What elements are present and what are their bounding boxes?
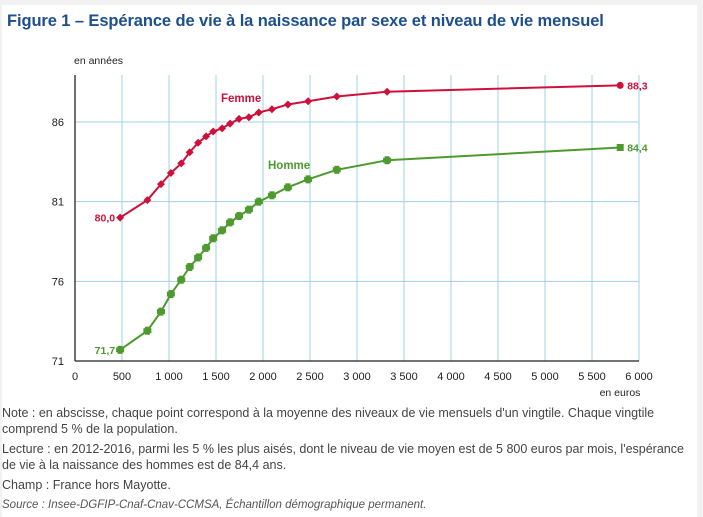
lecture-text: Lecture : en 2012-2016, parmi les 5 % le…: [2, 442, 684, 472]
data-point: [235, 114, 244, 123]
data-point: [616, 81, 624, 89]
data-point: [616, 143, 624, 151]
data-point: [194, 138, 203, 147]
last-value-label: 84,4: [627, 142, 648, 154]
data-point-cross: [256, 197, 262, 206]
x-tick-label: 4 500: [484, 371, 512, 383]
series-name-label: Femme: [221, 93, 261, 105]
data-point: [267, 105, 276, 114]
x-tick-label: 3 000: [343, 371, 371, 383]
data-point-cross: [384, 156, 390, 165]
data-point: [209, 127, 218, 136]
figure-title: Figure 1 – Espérance de vie à la naissan…: [7, 12, 604, 30]
data-point: [383, 87, 392, 96]
axes: 0 500 1 000 1 500 2 000 2 500 3 000 3 500 4 000 4…: [52, 55, 653, 399]
first-value-label: 80,0: [95, 213, 116, 225]
data-point-cross: [269, 191, 275, 200]
x-tick-label: 1 000: [155, 371, 183, 383]
champ-text: Champ : France hors Mayotte.: [2, 478, 171, 492]
x-tick-label: 6 000: [625, 371, 653, 383]
x-tick-label: 4 000: [437, 371, 465, 383]
grid: [75, 75, 640, 361]
data-point-cross: [236, 212, 242, 221]
data-point: [304, 97, 313, 106]
data-point-cross: [246, 205, 252, 214]
series-layer: [116, 81, 624, 354]
x-tick-label: 1 500: [202, 371, 230, 383]
series-name-label: Homme: [268, 160, 310, 172]
data-point-cross: [178, 275, 184, 284]
life-expectancy-chart: 0 500 1 000 1 500 2 000 2 500 3 000 3 500 4 000 4…: [52, 55, 653, 399]
y-axis-title: en années: [74, 55, 123, 67]
data-point-cross: [195, 253, 201, 262]
data-point: [185, 148, 194, 157]
x-tick-label: 5 500: [578, 371, 606, 383]
data-point: [116, 213, 125, 222]
data-point-cross: [117, 345, 123, 354]
data-point-cross: [334, 165, 340, 174]
x-tick-label: 5 000: [531, 371, 559, 383]
last-value-label: 88,3: [627, 80, 648, 92]
data-point-cross: [305, 175, 311, 184]
data-point: [283, 100, 292, 109]
data-point-cross: [285, 183, 291, 192]
data-point: [157, 180, 166, 189]
note-text: Note : en abscisse, chaque point corresp…: [2, 406, 655, 436]
data-point: [202, 132, 211, 141]
data-point: [226, 119, 235, 128]
data-point-cross: [203, 243, 209, 252]
data-point-cross: [227, 218, 233, 227]
y-tick-label: 71: [52, 356, 64, 368]
data-point-cross: [219, 226, 225, 235]
x-tick-label: 2 500: [296, 371, 324, 383]
x-tick-label: 2 000: [249, 371, 277, 383]
data-point: [332, 92, 341, 101]
data-point-cross: [187, 262, 193, 271]
data-point: [218, 124, 227, 133]
x-tick-label: 3 500: [390, 371, 418, 383]
figure-notes: Note : en abscisse, chaque point corresp…: [2, 405, 692, 517]
labels-layer: 80,0 88,3 Femme 71,7 84,4 Homme: [95, 80, 648, 356]
y-tick-label: 76: [52, 276, 64, 288]
data-point: [177, 159, 186, 168]
x-tick-label: 0: [72, 371, 78, 383]
data-point: [143, 196, 152, 205]
data-point-cross: [168, 290, 174, 299]
data-point-cross: [144, 326, 150, 335]
x-tick-label: 500: [113, 371, 131, 383]
y-tick-label: 81: [52, 197, 64, 209]
data-point-cross: [158, 307, 164, 316]
y-tick-label: 86: [52, 117, 64, 129]
x-axis-title: en euros: [600, 387, 641, 399]
data-point: [254, 108, 263, 117]
figure-card: [2, 5, 697, 517]
data-point: [166, 168, 175, 177]
source-text: Source : Insee-DGFIP-Cnaf-Cnav-CCMSA, Éc…: [2, 499, 427, 511]
data-point: [244, 113, 253, 122]
data-point-cross: [210, 234, 216, 243]
first-value-label: 71,7: [95, 345, 116, 357]
